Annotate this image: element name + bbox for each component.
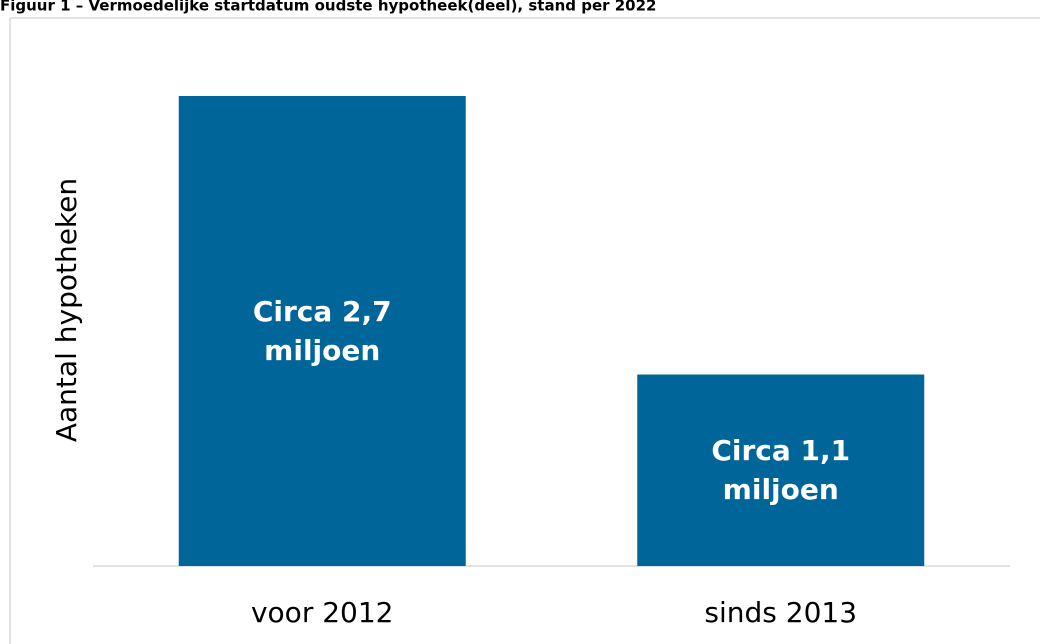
data-label-box: Circa 2,7 miljoen [179, 96, 466, 566]
data-label: Circa 1,1 miljoen [711, 434, 851, 507]
data-label-box: Circa 1,1 miljoen [637, 375, 924, 566]
chart-frame [9, 17, 1040, 644]
data-label-wrap: Circa 2,7 miljoen [179, 96, 466, 566]
x-tick-label: sinds 2013 [704, 596, 857, 629]
x-tick-label: voor 2012 [251, 596, 394, 629]
bar [637, 374, 925, 566]
chart-title: Figuur 1 – Vermoedelijke startdatum ouds… [0, 0, 656, 15]
data-label-wrap: Circa 1,1 miljoen [637, 375, 924, 566]
data-label: Circa 2,7 miljoen [252, 294, 392, 367]
y-axis-label: Aantal hypotheken [50, 178, 83, 442]
bar [178, 96, 466, 566]
